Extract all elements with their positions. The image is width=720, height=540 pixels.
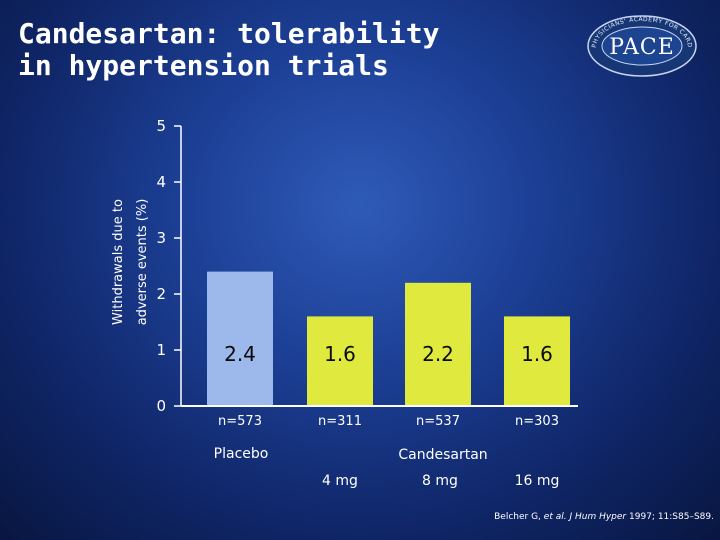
n-label-0: n=573 — [218, 414, 262, 429]
dose-label-2: 16 mg — [515, 473, 560, 489]
slide-title-line-2: in hypertension trials — [18, 49, 389, 82]
citation: Belcher G, et al. J Hum Hyper 1997; 11:S… — [440, 512, 714, 522]
citation-authors: Belcher G, — [494, 512, 544, 522]
slide-title-line-1: Candesartan: tolerability — [18, 17, 440, 50]
value-label-0: 2.4 — [224, 342, 256, 366]
value-label-3: 1.6 — [521, 342, 553, 366]
y-tick-label-0: 0 — [156, 397, 166, 415]
pace-logo: PHYSICIANS' ACADEMY FOR CARDIOVASCULAR E… — [580, 8, 697, 77]
citation-etal: et al. — [543, 512, 567, 522]
y-tick-label-3: 3 — [156, 229, 166, 247]
y-axis-label-line-1: Withdrawals due to — [111, 199, 126, 325]
dose-label-0: 4 mg — [322, 473, 358, 489]
y-axis-ticks: 0 1 2 3 4 5 — [156, 117, 181, 415]
dose-labels: 4 mg 8 mg 16 mg — [322, 473, 559, 489]
y-tick-label-4: 4 — [156, 173, 166, 191]
bar-placebo — [207, 271, 273, 406]
n-label-1: n=311 — [318, 414, 362, 429]
value-label-1: 1.6 — [324, 342, 356, 366]
dose-label-1: 8 mg — [422, 473, 458, 489]
n-label-3: n=303 — [515, 414, 559, 429]
n-labels: n=573 n=311 n=537 n=303 — [218, 414, 559, 429]
slide-title: Candesartan: tolerability in hypertensio… — [18, 18, 478, 82]
bar-16-mg — [504, 316, 570, 406]
group-label-candesartan: Candesartan — [398, 447, 487, 463]
value-labels: 2.4 1.6 2.2 1.6 — [224, 342, 553, 366]
logo-text: PACE — [609, 35, 675, 60]
n-label-2: n=537 — [416, 414, 460, 429]
bar-4-mg — [307, 316, 373, 406]
y-tick-label-2: 2 — [156, 285, 166, 303]
y-tick-label-1: 1 — [156, 341, 166, 359]
group-label-placebo: Placebo — [214, 446, 269, 462]
value-label-2: 2.2 — [422, 342, 454, 366]
bar-8-mg — [405, 282, 471, 406]
y-tick-label-5: 5 — [156, 117, 166, 135]
y-axis-label-line-2: adverse events (%) — [135, 199, 150, 326]
citation-details: 1997; 11:S85–S89. — [629, 512, 714, 522]
citation-journal: J Hum Hyper — [569, 512, 627, 522]
bars — [207, 271, 570, 406]
